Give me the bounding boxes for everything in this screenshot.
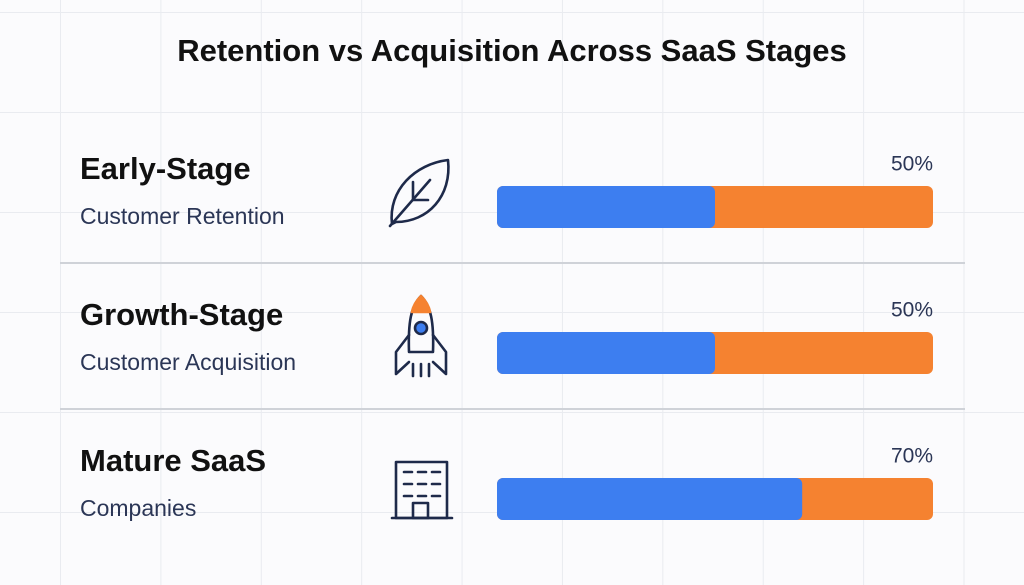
category-label: Early-Stage <box>80 151 251 186</box>
building-icon <box>390 460 454 520</box>
value-label: 50% <box>891 299 933 322</box>
category-subtitle: Customer Retention <box>80 203 285 229</box>
value-label: 70% <box>891 445 933 468</box>
category-subtitle: Companies <box>80 495 196 521</box>
bar <box>497 332 715 374</box>
rocket-icon <box>394 294 448 378</box>
category-label: Growth-Stage <box>80 297 283 332</box>
category-label: Mature SaaS <box>80 443 266 478</box>
value-label: 50% <box>891 153 933 176</box>
chart-title: Retention vs Acquisition Across SaaS Sta… <box>177 33 847 68</box>
bar <box>497 186 715 228</box>
bar <box>497 478 803 520</box>
category-subtitle: Customer Acquisition <box>80 349 296 375</box>
leaf-icon <box>388 158 450 228</box>
